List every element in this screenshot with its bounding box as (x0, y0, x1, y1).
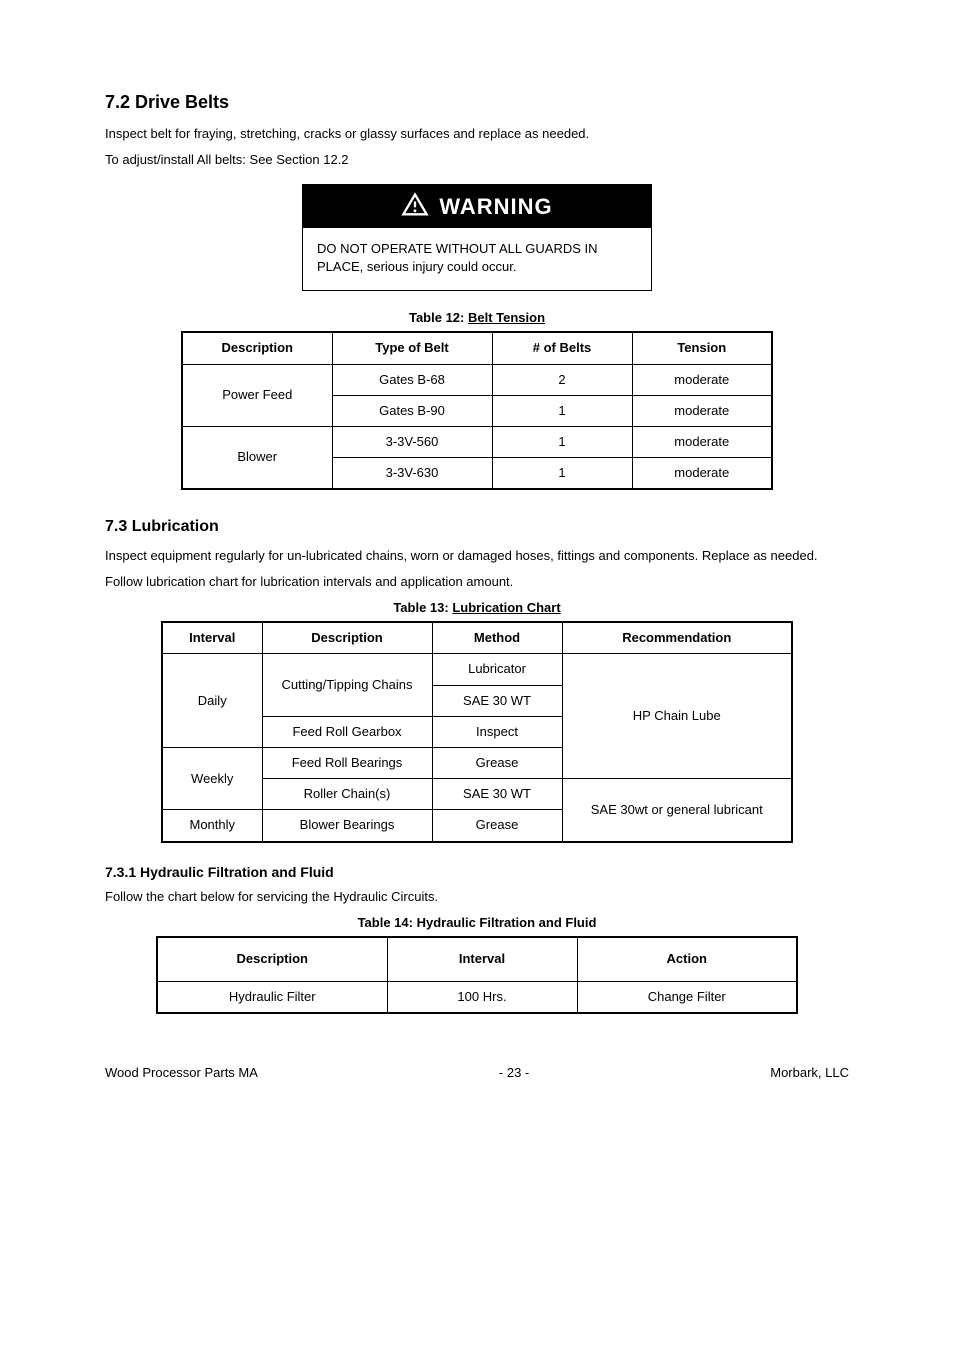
table12-caption-underline: Belt Tension (468, 310, 545, 325)
table12-caption: Table 12: Belt Tension (105, 309, 849, 327)
table-header: # of Belts (492, 332, 632, 364)
table13-caption-prefix: Table 13: (393, 600, 452, 615)
table-cell: 2 (492, 364, 632, 395)
section-title: 7.2 Drive Belts (105, 90, 849, 115)
table12-caption-prefix: Table 12: (409, 310, 468, 325)
table-cell: SAE 30 WT (432, 685, 562, 716)
table14-caption: Table 14: Hydraulic Filtration and Fluid (105, 914, 849, 932)
table-cell: HP Chain Lube (562, 654, 792, 779)
table-cell: Lubricator (432, 654, 562, 685)
table-header: Type of Belt (332, 332, 492, 364)
table-hydraulic: DescriptionIntervalAction Hydraulic Filte… (156, 936, 798, 1013)
table-header: Method (432, 622, 562, 654)
table-cell: moderate (632, 458, 772, 490)
para-lub-1: Inspect equipment regularly for un-lubri… (105, 547, 849, 565)
table-cell: Daily (162, 654, 262, 748)
warning-header: WARNING (303, 185, 651, 228)
table-cell: SAE 30wt or general lubricant (562, 779, 792, 842)
footer-left: Wood Processor Parts MA (105, 1064, 258, 1082)
table-cell: Feed Roll Gearbox (262, 716, 432, 747)
warning-box: WARNING DO NOT OPERATE WITHOUT ALL GUARD… (302, 184, 652, 292)
subsubheading-hydraulic: 7.3.1 Hydraulic Filtration and Fluid (105, 863, 849, 883)
table-cell: Power Feed (182, 364, 332, 426)
page-footer: Wood Processor Parts MA - 23 - Morbark, … (105, 1064, 849, 1082)
table13-caption-underline: Lubrication Chart (452, 600, 560, 615)
table-cell: Weekly (162, 747, 262, 809)
para-hydraulic: Follow the chart below for servicing the… (105, 888, 849, 906)
table-cell: Hydraulic Filter (157, 981, 387, 1013)
table-cell: Feed Roll Bearings (262, 747, 432, 778)
table-cell: 1 (492, 426, 632, 457)
table-header: Description (182, 332, 332, 364)
table-header: Description (262, 622, 432, 654)
table-header: Recommendation (562, 622, 792, 654)
para-adjust-belt: To adjust/install All belts: See Section… (105, 151, 849, 169)
table13-caption: Table 13: Lubrication Chart (105, 599, 849, 617)
table-cell: Cutting/Tipping Chains (262, 654, 432, 716)
table-cell: 100 Hrs. (387, 981, 577, 1013)
table-lubrication-chart: IntervalDescriptionMethodRecommendation D… (161, 621, 793, 842)
table-cell: Blower (182, 426, 332, 489)
para-lub-2: Follow lubrication chart for lubrication… (105, 573, 849, 591)
table-cell: 3-3V-630 (332, 458, 492, 490)
table-cell: moderate (632, 426, 772, 457)
para-inspect-belt: Inspect belt for fraying, stretching, cr… (105, 125, 849, 143)
table-cell: Monthly (162, 810, 262, 842)
table14-caption-plain: Hydraulic Filtration and Fluid (417, 915, 597, 930)
table-cell: Grease (432, 810, 562, 842)
table-cell: moderate (632, 395, 772, 426)
warning-label: WARNING (439, 192, 552, 223)
footer-right: Morbark, LLC (770, 1064, 849, 1082)
subheading-lubrication: 7.3 Lubrication (105, 516, 849, 538)
warning-body: DO NOT OPERATE WITHOUT ALL GUARDS IN PLA… (303, 228, 651, 290)
table-cell: SAE 30 WT (432, 779, 562, 810)
table-header: Interval (162, 622, 262, 654)
table-cell: Blower Bearings (262, 810, 432, 842)
table-header: Tension (632, 332, 772, 364)
table14-caption-prefix: Table 14: (358, 915, 417, 930)
footer-center: - 23 - (499, 1064, 529, 1082)
table-cell: Inspect (432, 716, 562, 747)
table-cell: Gates B-68 (332, 364, 492, 395)
warning-icon (401, 191, 429, 224)
table-cell: 1 (492, 395, 632, 426)
table-cell: Grease (432, 747, 562, 778)
table-header: Description (157, 937, 387, 981)
table-cell: 1 (492, 458, 632, 490)
table-cell: moderate (632, 364, 772, 395)
table-belt-tension: DescriptionType of Belt# of BeltsTension… (181, 331, 773, 490)
table-header: Interval (387, 937, 577, 981)
table-cell: 3-3V-560 (332, 426, 492, 457)
table-header: Action (577, 937, 797, 981)
table-cell: Change Filter (577, 981, 797, 1013)
table-cell: Roller Chain(s) (262, 779, 432, 810)
table-cell: Gates B-90 (332, 395, 492, 426)
